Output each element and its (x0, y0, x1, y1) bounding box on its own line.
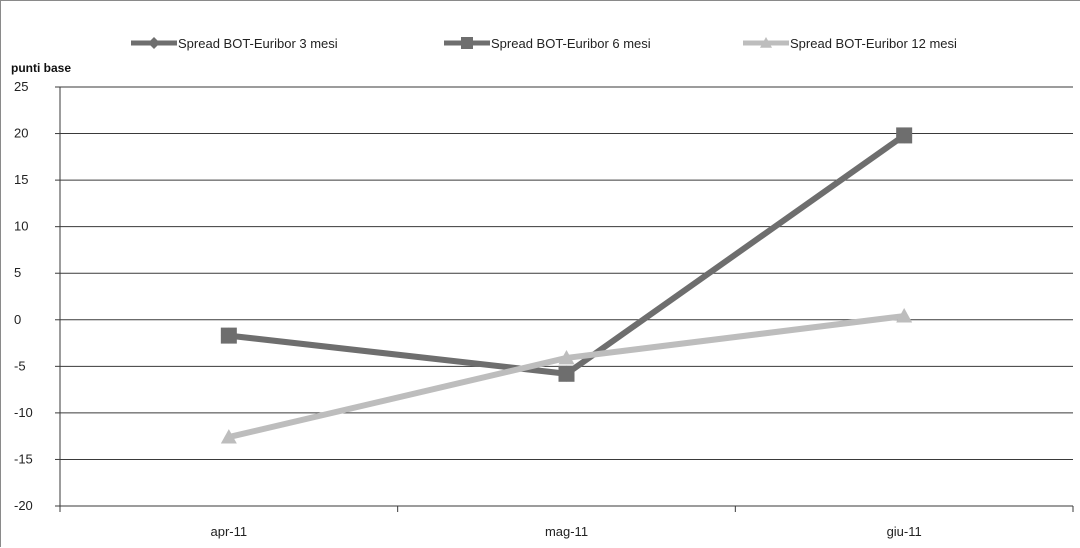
series (220, 127, 913, 444)
data-point (558, 365, 575, 382)
y-tick-label: -20 (14, 498, 33, 513)
data-point (896, 308, 913, 323)
series-group (220, 127, 913, 382)
y-tick-label: -5 (14, 358, 26, 373)
data-point (558, 349, 575, 365)
y-tick-label: -15 (14, 451, 33, 466)
legend-marker (760, 37, 772, 48)
x-tick-label: giu-11 (887, 524, 922, 539)
y-tick-label: 15 (14, 172, 28, 187)
legend: Spread BOT-Euribor 3 mesi Spread BOT-Euri… (131, 36, 957, 51)
y-axis-unit-label: punti base (11, 61, 71, 75)
data-point (896, 127, 913, 144)
series-line (225, 132, 908, 377)
y-tick-label: 10 (14, 219, 28, 234)
y-tick-label: 0 (14, 312, 21, 327)
legend-marker (461, 37, 473, 49)
series-group (220, 308, 913, 444)
x-tick-label: apr-11 (211, 524, 248, 539)
gridlines (60, 86, 1073, 507)
data-point (220, 429, 237, 444)
y-tick-label: 5 (14, 265, 21, 280)
y-tick-label: 20 (14, 126, 28, 141)
legend-label: Spread BOT-Euribor 12 mesi (790, 36, 957, 51)
legend-marker (148, 37, 160, 49)
data-point (220, 327, 237, 344)
legend-label: Spread BOT-Euribor 6 mesi (491, 36, 651, 51)
y-tick-label: -10 (14, 405, 33, 420)
legend-label: Spread BOT-Euribor 3 mesi (178, 36, 338, 51)
y-tick-label: 25 (14, 79, 28, 94)
x-tick-label: mag-11 (545, 524, 588, 539)
axes: 25 20 15 10 5 0 -5 -10 -15 -20 apr-11 mag-11 giu-11 (14, 79, 1074, 539)
